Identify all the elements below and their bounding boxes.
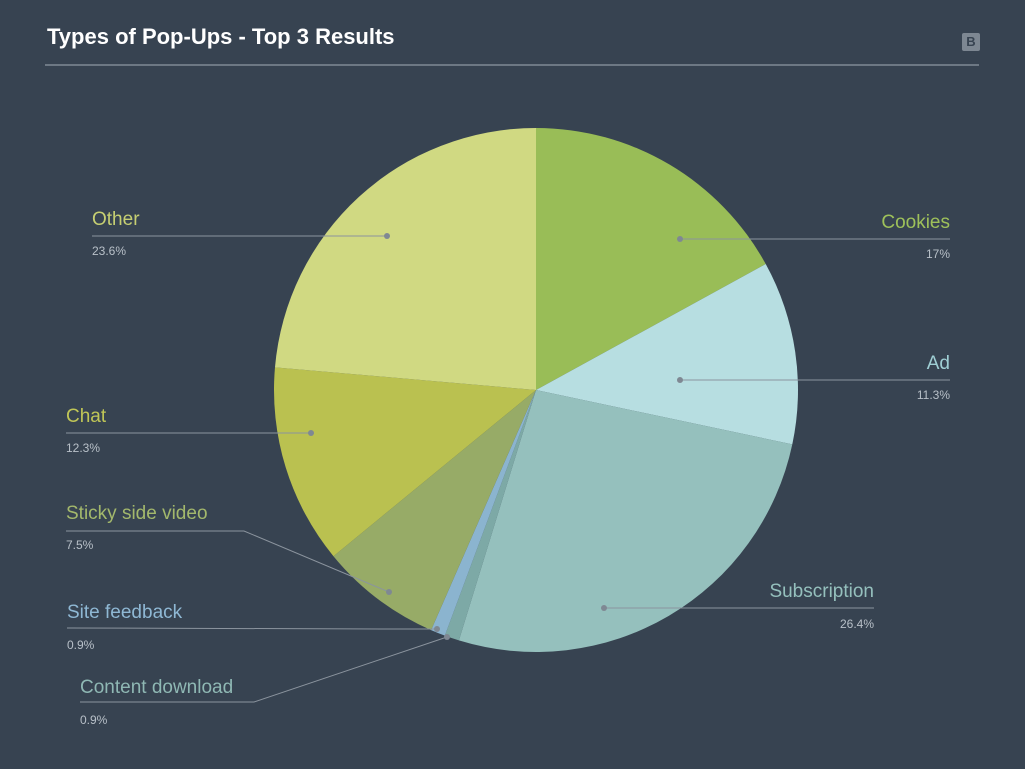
- slice-value-chat: 12.3%: [66, 441, 100, 455]
- chart-title: Types of Pop-Ups - Top 3 Results: [47, 24, 395, 49]
- slice-value-ad: 11.3%: [917, 388, 950, 402]
- brand-logo: B: [962, 33, 980, 51]
- slice-value-sticky-side-video: 7.5%: [66, 538, 94, 552]
- callout-line-content-download: [80, 636, 448, 703]
- callout-line-site-feedback: [66, 627, 437, 630]
- slice-value-site-feedback: 0.9%: [67, 638, 95, 652]
- pie-slice-subscription: [458, 390, 793, 652]
- title-divider: [45, 64, 979, 66]
- callout-dot-chat: [308, 430, 314, 436]
- callout-dot-other: [384, 233, 390, 239]
- slice-label-other: Other: [92, 209, 140, 230]
- slice-callouts: Cookies 17% Ad 11.3% Subscription 26.4% Conten…: [66, 209, 950, 727]
- slice-label-sticky-side-video: Sticky side video: [66, 503, 208, 524]
- callout-dot-sticky-side-video: [386, 589, 392, 595]
- pie-slice-sticky-side-video: [333, 390, 536, 631]
- pie-slice-content-download: [444, 390, 536, 641]
- callout-line-sticky-side-video: [66, 530, 390, 593]
- callout-dot-subscription: [601, 605, 607, 611]
- slice-label-chat: Chat: [66, 406, 107, 427]
- slice-label-ad: Ad: [927, 353, 950, 374]
- pie-slice-ad: [536, 264, 798, 445]
- pie-slice-cookies: [536, 128, 766, 390]
- slice-label-content-download: Content download: [80, 677, 233, 698]
- callout-dot-cookies: [677, 236, 683, 242]
- pie-slices: [274, 128, 798, 652]
- slice-value-other: 23.6%: [92, 244, 126, 258]
- callout-dot-site-feedback: [434, 626, 440, 632]
- pie-slice-chat: [274, 367, 536, 557]
- slice-value-content-download: 0.9%: [80, 713, 108, 727]
- slice-value-cookies: 17%: [926, 247, 950, 261]
- slice-label-site-feedback: Site feedback: [67, 602, 183, 623]
- slice-label-subscription: Subscription: [769, 581, 874, 602]
- callout-dot-ad: [677, 377, 683, 383]
- pie-slice-other: [274, 128, 536, 390]
- slice-label-cookies: Cookies: [881, 212, 950, 233]
- slice-value-subscription: 26.4%: [840, 617, 874, 631]
- callout-dot-content-download: [444, 634, 450, 640]
- pie-slice-site-feedback: [431, 390, 536, 636]
